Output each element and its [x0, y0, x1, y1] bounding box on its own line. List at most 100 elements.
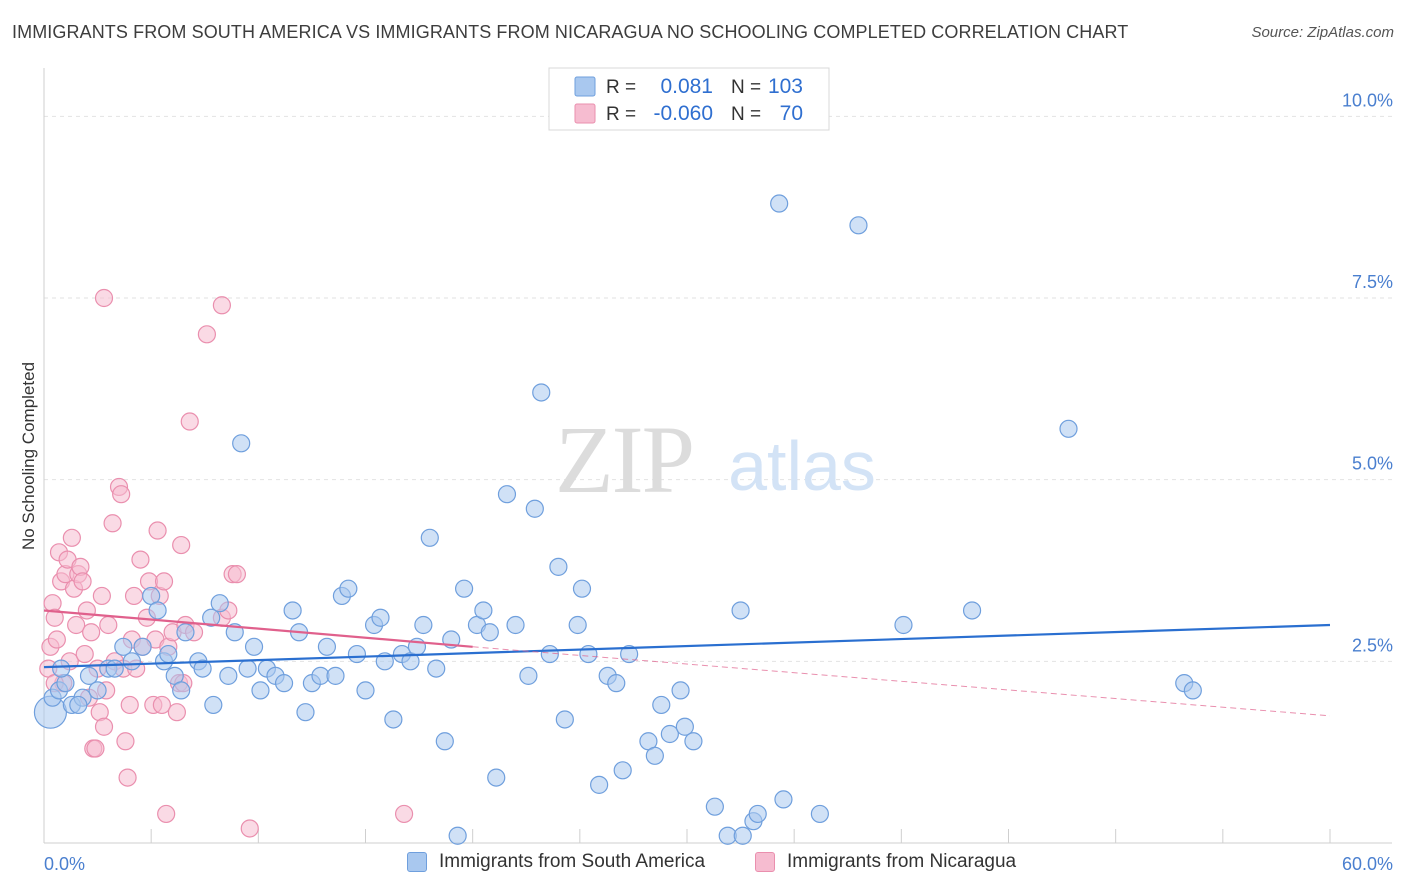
south-america-point: [770, 194, 789, 213]
south-america-point: [506, 615, 525, 635]
nicaragua-point: [131, 550, 150, 569]
south-america-point: [69, 695, 88, 715]
nicaragua-point: [154, 572, 174, 591]
nicaragua-point: [227, 565, 246, 584]
chart-title: IMMIGRANTS FROM SOUTH AMERICA VS IMMIGRA…: [12, 22, 1129, 42]
trend-line-nicaragua-extension: [472, 646, 1331, 717]
south-america-point: [849, 216, 868, 235]
legend-item-nicaragua[interactable]: Immigrants from Nicaragua: [755, 851, 1016, 873]
south-america-point: [202, 608, 221, 627]
south-america-point: [283, 601, 302, 620]
y-tick-label: 5.0%: [1352, 454, 1393, 474]
nicaragua-point: [77, 601, 96, 620]
nicaragua-point: [124, 586, 144, 606]
nicaragua-point: [92, 586, 111, 606]
watermark-zip: ZIP: [555, 406, 693, 513]
south-america-point: [427, 659, 446, 678]
south-america-point: [684, 732, 703, 751]
trend-line-nicaragua: [43, 609, 473, 648]
south-america-point: [731, 601, 750, 620]
nicaragua-point: [148, 521, 167, 540]
south-america-point: [572, 579, 592, 598]
south-america-point: [1059, 419, 1078, 438]
legend-swatch-blue: [407, 852, 427, 872]
south-america-point: [356, 681, 375, 700]
trend-lines: [43, 609, 1331, 717]
nicaragua-point: [73, 572, 92, 591]
south-america-point: [176, 623, 195, 642]
legend-label: Immigrants from Nicaragua: [787, 851, 1017, 872]
legend-label: Immigrants from South America: [439, 851, 706, 872]
nicaragua-point: [197, 325, 216, 344]
series-south-america-points: [33, 194, 1202, 845]
stats-r-value: -0.060: [653, 102, 713, 125]
south-america-point: [660, 724, 679, 744]
x-tick-label-min: 0.0%: [44, 854, 85, 874]
nicaragua-point: [394, 804, 414, 824]
stats-n-label: N =: [731, 104, 761, 125]
nicaragua-point: [67, 615, 86, 635]
stats-n-label: N =: [731, 77, 761, 98]
south-america-point: [326, 666, 345, 685]
nicaragua-point: [180, 412, 199, 431]
south-america-point: [671, 681, 690, 700]
south-america-point: [52, 659, 71, 678]
nicaragua-point: [118, 768, 137, 787]
south-america-point: [193, 659, 212, 678]
south-america-point: [590, 775, 609, 794]
legend-swatch-pink: [755, 852, 775, 872]
south-america-point: [962, 601, 982, 620]
series-legend: Immigrants from South America Immigrants…: [0, 851, 1406, 879]
trend-line-south-america: [43, 623, 1331, 669]
south-america-point: [613, 761, 632, 780]
south-america-point: [555, 710, 574, 729]
south-america-point: [480, 623, 499, 642]
south-america-point: [540, 644, 559, 664]
south-america-point: [339, 579, 358, 598]
nicaragua-point: [120, 695, 139, 715]
stats-r-label: R =: [606, 77, 636, 98]
south-america-point: [497, 485, 517, 504]
south-america-point: [274, 674, 294, 693]
source-credit: Source: ZipAtlas.com: [1251, 24, 1394, 41]
south-america-point: [810, 804, 829, 824]
nicaragua-point: [86, 739, 105, 758]
south-america-point: [204, 695, 223, 715]
south-america-point: [114, 637, 133, 656]
south-america-point: [420, 528, 439, 547]
south-america-point: [172, 681, 191, 700]
stats-r-value: 0.081: [660, 75, 713, 98]
stats-swatch-pink: [574, 103, 596, 124]
legend-item-south-america[interactable]: Immigrants from South America: [407, 851, 705, 873]
nicaragua-point: [99, 615, 118, 635]
south-america-point: [371, 608, 390, 627]
south-america-point: [748, 804, 767, 824]
x-axis-ticks: [150, 829, 1331, 843]
nicaragua-point: [94, 717, 114, 736]
south-america-point: [733, 826, 752, 845]
south-america-point: [675, 717, 694, 736]
stats-swatch-blue: [574, 76, 596, 97]
y-axis-label: No Schooling Completed: [19, 362, 38, 550]
nicaragua-point: [94, 288, 114, 308]
south-america-point: [219, 666, 238, 685]
stats-n-value: 103: [768, 75, 803, 98]
stats-legend-box: [548, 67, 830, 131]
south-america-point: [705, 797, 724, 816]
nicaragua-point: [157, 804, 176, 824]
south-america-point: [105, 659, 124, 678]
south-america-point: [487, 768, 506, 787]
south-america-point: [474, 601, 493, 620]
south-america-point: [148, 601, 167, 620]
nicaragua-point: [103, 514, 122, 533]
south-america-point: [607, 674, 626, 693]
y-tick-label: 2.5%: [1352, 635, 1393, 655]
series-nicaragua-points: [39, 288, 414, 838]
south-america-point: [296, 703, 315, 722]
south-america-point: [122, 652, 141, 671]
nicaragua-point: [75, 644, 94, 664]
stats-legend: R = 0.081 N = 103 R = -0.060 N = 70: [548, 67, 830, 131]
watermark: ZIP atlas: [555, 406, 876, 513]
south-america-point: [133, 637, 152, 656]
watermark-atlas: atlas: [728, 427, 876, 505]
